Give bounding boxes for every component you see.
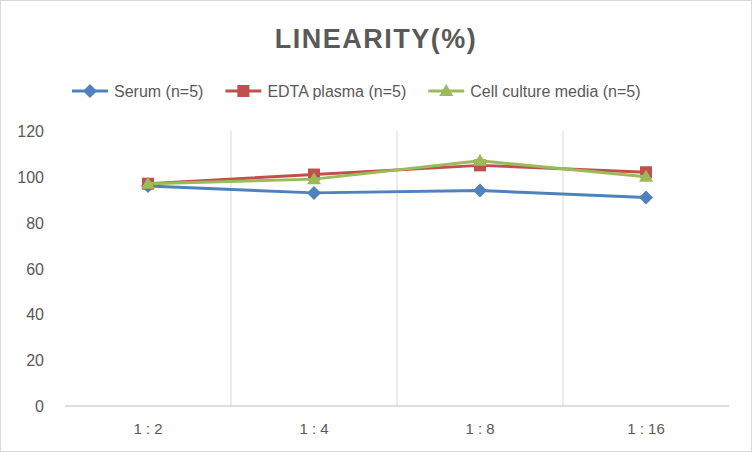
grid-line (231, 131, 232, 406)
chart: LINEARITY(%) 0 20 40 60 80 100 120 1 : 2 1 : 4 1 :… (0, 0, 752, 452)
grid-line (397, 131, 398, 406)
y-tick (61, 131, 65, 132)
y-tick (61, 222, 65, 223)
y-tick (61, 268, 65, 269)
y-tick (61, 406, 65, 407)
y-tick-label: 80 (26, 215, 44, 232)
x-tick-label: 1 : 4 (299, 420, 328, 437)
point (473, 154, 487, 166)
grid-line (563, 131, 564, 406)
point (473, 184, 487, 198)
point (639, 170, 653, 182)
x-tick-label: 1 : 8 (465, 420, 494, 437)
legend-marker (439, 84, 453, 96)
point (141, 177, 155, 189)
plot-area (141, 154, 653, 205)
x-tick-label: 1 : 16 (627, 420, 665, 437)
y-tick (61, 176, 65, 177)
legend-label: Cell culture media (n=5) (470, 83, 640, 100)
background (1, 1, 752, 452)
y-tick (61, 314, 65, 315)
point (307, 172, 321, 184)
y-tick-label: 0 (35, 398, 44, 415)
series-line (148, 161, 646, 184)
y-tick-label: 60 (26, 261, 44, 278)
legend-label: EDTA plasma (n=5) (267, 83, 406, 100)
y-tick-label: 100 (17, 169, 44, 186)
legend-label: Serum (n=5) (114, 83, 203, 100)
point (639, 190, 653, 204)
y-tick-label: 20 (26, 352, 44, 369)
title: LINEARITY(%) (275, 24, 478, 54)
y-tick (61, 360, 65, 361)
legend-marker (83, 84, 97, 98)
legend-marker (237, 85, 249, 97)
y-tick-label: 40 (26, 306, 44, 323)
y-tick-label: 120 (17, 123, 44, 140)
series-line (148, 186, 646, 197)
x-axis (65, 406, 729, 407)
point (307, 186, 321, 200)
x-tick-label: 1 : 2 (133, 420, 162, 437)
y-axis (65, 131, 66, 406)
